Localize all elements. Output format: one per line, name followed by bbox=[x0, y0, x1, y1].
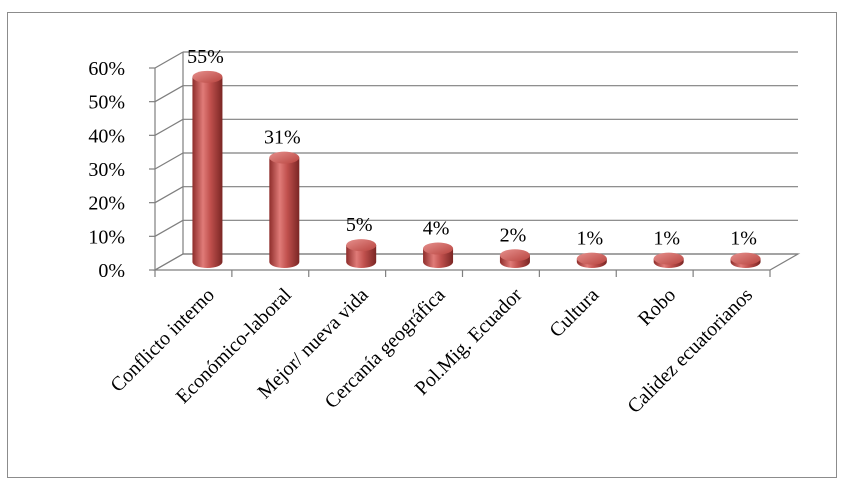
data-label: 55% bbox=[187, 46, 224, 68]
bar-cap bbox=[423, 242, 454, 255]
data-label: 1% bbox=[576, 228, 603, 250]
bar-cap bbox=[346, 239, 377, 252]
y-tick-label: 30% bbox=[88, 159, 125, 181]
floor bbox=[152, 253, 801, 271]
bar-cap bbox=[576, 252, 607, 265]
bar-body bbox=[346, 245, 377, 268]
bar bbox=[653, 252, 684, 268]
category-labels: Conflicto internoEconómico-laboralMejor/… bbox=[106, 284, 757, 418]
data-label: 31% bbox=[264, 127, 301, 149]
data-label: 1% bbox=[653, 228, 680, 250]
bar-cap bbox=[269, 151, 300, 164]
bar-cap bbox=[730, 252, 761, 265]
bar bbox=[192, 70, 223, 268]
gridline-wall bbox=[154, 152, 184, 170]
y-tick-labels: 0% 10% 20% 30% 40% 50% 60% bbox=[88, 58, 125, 282]
y-tick-label: 20% bbox=[88, 193, 125, 215]
gridline-wall bbox=[154, 51, 184, 69]
gridlines bbox=[154, 51, 798, 271]
bar bbox=[730, 252, 761, 268]
data-label: 2% bbox=[500, 224, 527, 246]
bars bbox=[192, 70, 761, 268]
gridline-wall bbox=[154, 85, 184, 103]
category-label: Cultura bbox=[545, 284, 603, 342]
bar bbox=[499, 249, 530, 268]
data-label: 4% bbox=[423, 218, 450, 240]
y-tick-label: 0% bbox=[98, 260, 125, 282]
axes bbox=[149, 67, 801, 277]
bar-cap bbox=[499, 249, 530, 262]
bar bbox=[423, 242, 454, 268]
gridline-wall bbox=[154, 186, 184, 204]
bar bbox=[269, 151, 300, 268]
data-labels: 55% 31% 5% 4% 2% 1% 1% 1% bbox=[187, 46, 757, 250]
y-tick-label: 50% bbox=[88, 92, 125, 114]
data-label: 5% bbox=[346, 214, 373, 236]
chart-frame bbox=[7, 12, 837, 478]
bar-body bbox=[192, 76, 223, 268]
bar-body bbox=[269, 157, 300, 268]
y-tick-label: 10% bbox=[88, 226, 125, 248]
data-label: 1% bbox=[730, 228, 757, 250]
bar bbox=[576, 252, 607, 268]
gridline-wall bbox=[154, 118, 184, 136]
category-label: Robo bbox=[634, 284, 680, 330]
bar-cap bbox=[192, 70, 223, 83]
gridline-wall bbox=[154, 219, 184, 237]
y-tick-label: 60% bbox=[88, 58, 125, 80]
bar bbox=[346, 239, 377, 268]
y-tick-label: 40% bbox=[88, 125, 125, 147]
bar-cap bbox=[653, 252, 684, 265]
